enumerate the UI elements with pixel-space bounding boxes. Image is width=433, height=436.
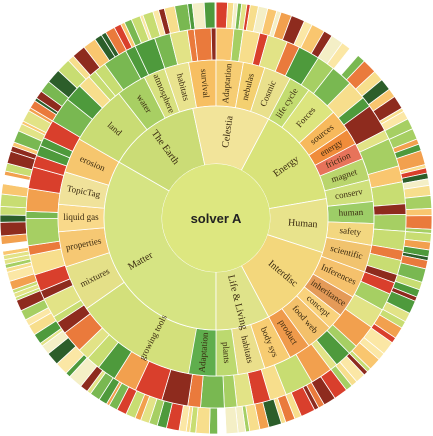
subtopic-ring [57, 59, 375, 377]
center-disc[interactable] [162, 164, 270, 272]
topic-label: Human [288, 217, 318, 230]
outer-leaf-segment[interactable] [224, 406, 239, 435]
outer-leaf-segment[interactable] [404, 195, 433, 211]
outer-leaf-segment[interactable] [215, 1, 229, 29]
leaf-segment[interactable] [25, 218, 61, 247]
topic-ring [103, 105, 329, 331]
center-label: solver A [191, 211, 242, 226]
subtopic-label: conserv [334, 186, 364, 201]
subtopic-label: Adaptation [197, 332, 210, 373]
outer-leaf-segment[interactable] [208, 407, 219, 435]
subtopic-label: human [338, 207, 363, 218]
subtopic-label: survival [199, 69, 212, 99]
subtopic-label: liquid gas [63, 212, 99, 222]
outer-leaf-segment[interactable] [0, 221, 28, 237]
outer-leaf-segment[interactable] [0, 214, 27, 223]
outer-leaf-segment[interactable] [214, 1, 217, 29]
outer-leaf-segment[interactable] [405, 208, 433, 217]
leaf-segment[interactable] [373, 213, 407, 232]
leaf-segment[interactable] [200, 375, 225, 409]
outer-leaf-segment[interactable] [217, 407, 227, 435]
subtopic-label: Adaptation [220, 63, 233, 104]
outer-leaf-segment[interactable] [405, 215, 433, 230]
topic-label: Celestia [220, 115, 235, 149]
subtopic-label: plants [221, 342, 233, 365]
leaf-segment[interactable] [210, 27, 217, 61]
subtopic-label: safety [339, 225, 362, 237]
outer-leaf-segment[interactable] [203, 1, 216, 29]
leaf-segment[interactable] [373, 203, 407, 216]
